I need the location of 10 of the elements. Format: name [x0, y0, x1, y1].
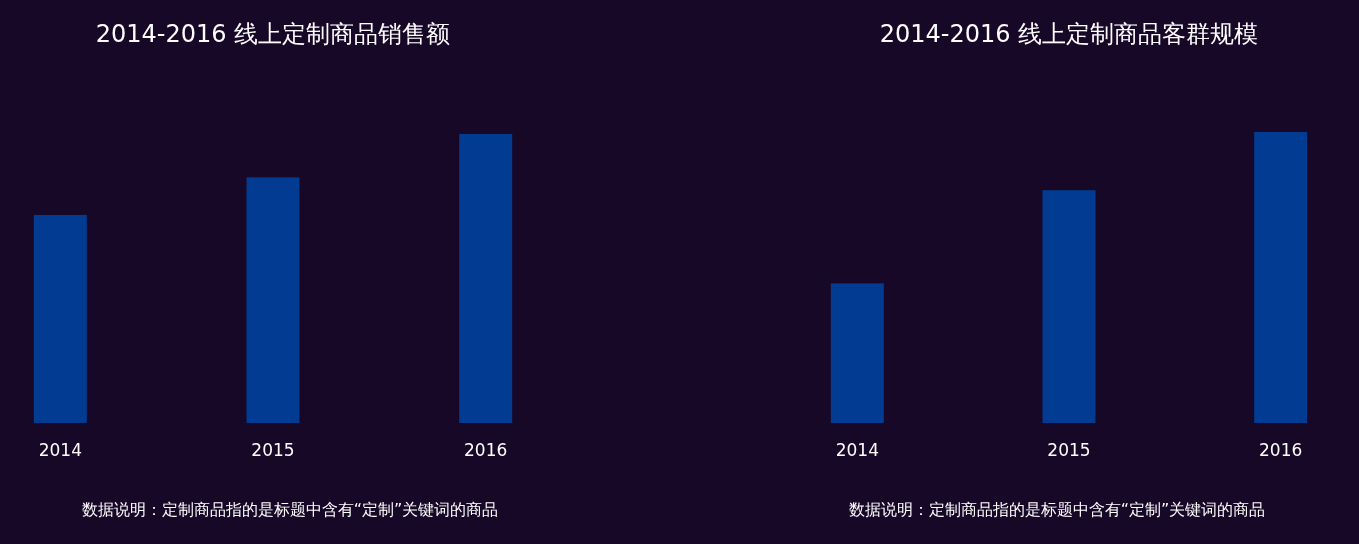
x-tick-label: 2014 [835, 440, 879, 460]
x-tick-label: 2014 [38, 440, 82, 460]
chart-title: 2014-2016 线上定制商品销售额 [95, 20, 451, 48]
text: 数据说明：定制商品指的是标题中含有“定制”关键词的商品 [848, 500, 1265, 519]
x-tick-label: 2016 [464, 440, 508, 460]
text: 数据说明：定制商品指的是标题中含有“定制”关键词的商品 [81, 500, 499, 519]
x-tick-label: 2015 [1046, 440, 1091, 460]
x-tick-label: 2016 [1258, 440, 1302, 460]
x-tick-label: 2015 [251, 440, 295, 460]
chart-title: 2014-2016 线上定制商品客群规模 [879, 20, 1258, 48]
